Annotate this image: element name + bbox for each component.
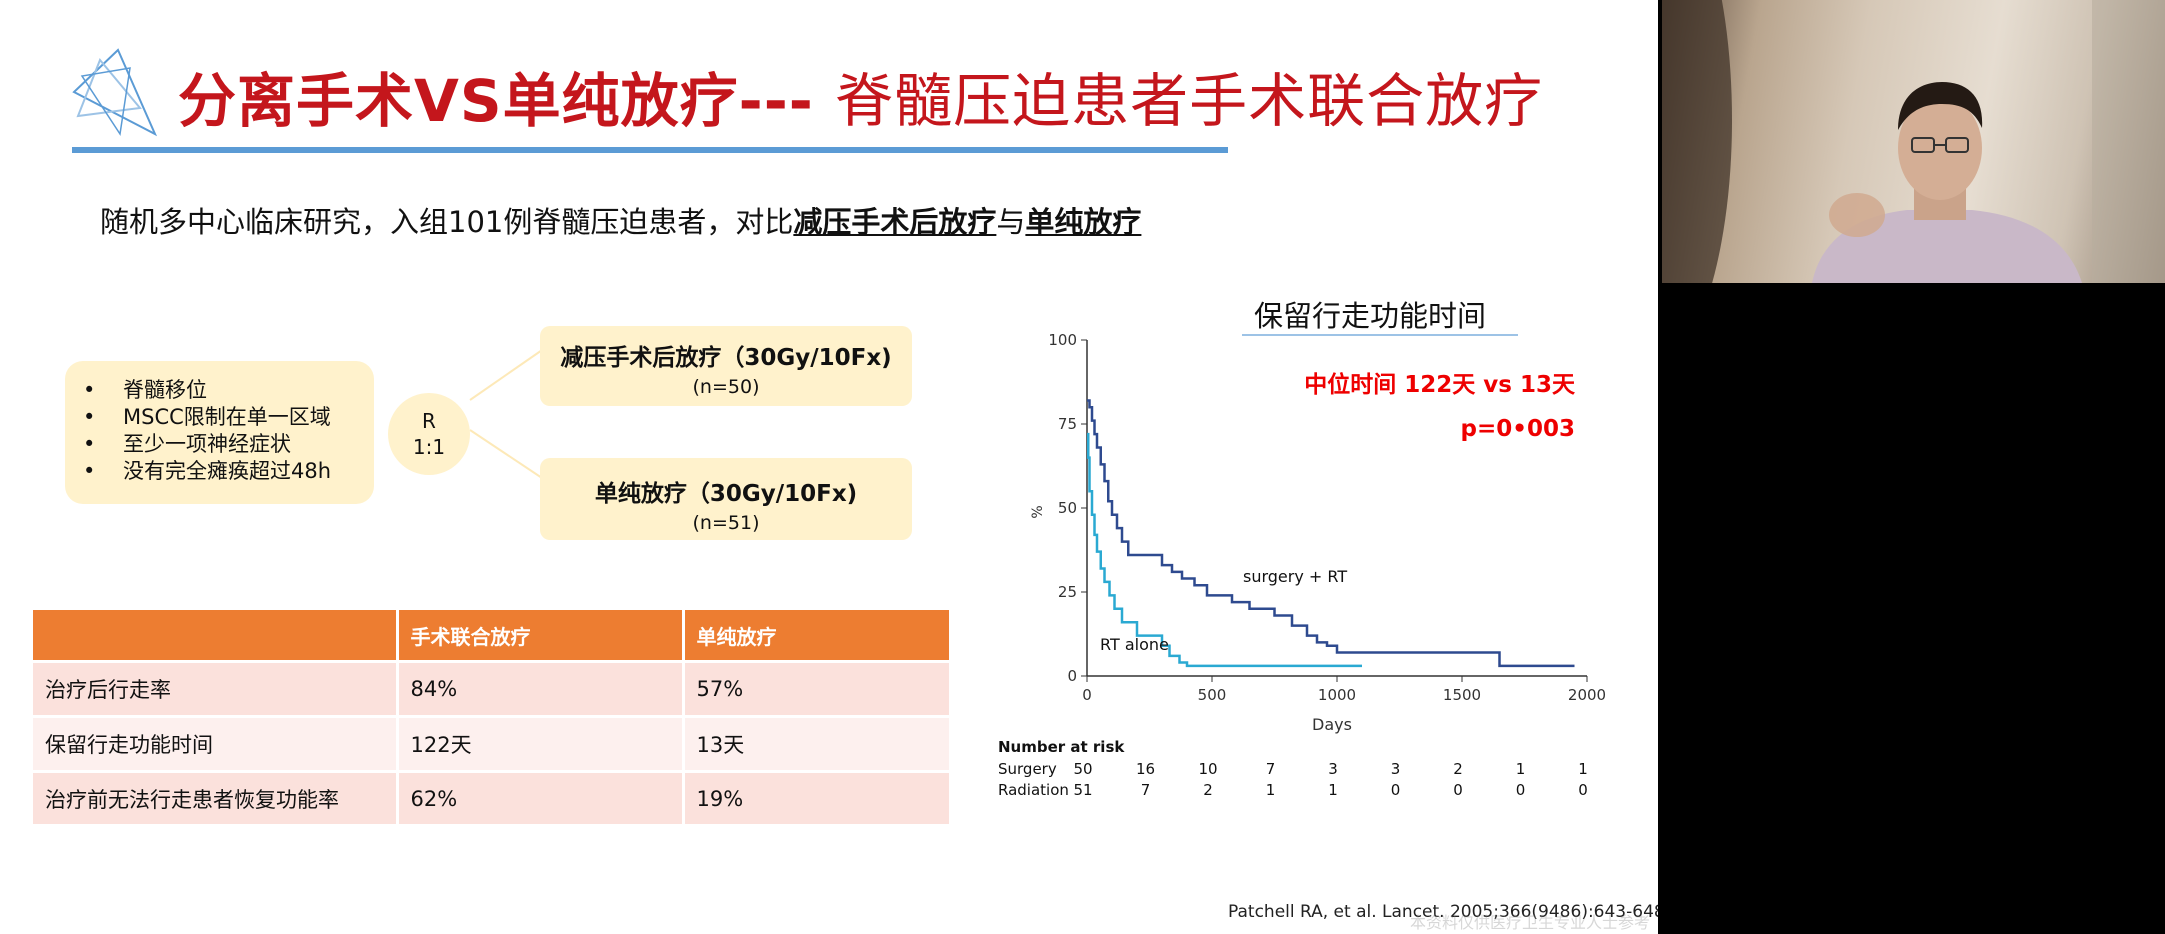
arm-name: 减压手术后放疗（30Gy/10Fx) bbox=[560, 345, 892, 371]
randomization-circle: R 1:1 bbox=[388, 393, 470, 475]
p-value-annotation: p=0•003 bbox=[1461, 416, 1575, 442]
y-tick-label: 100 bbox=[1048, 331, 1077, 349]
y-tick-label: 0 bbox=[1067, 667, 1077, 685]
arm-name: 单纯放疗（30Gy/10Fx) bbox=[594, 481, 858, 507]
table-cell: 19% bbox=[683, 770, 952, 824]
results-table: 手术联合放疗 单纯放疗 治疗后行走率 84% 57% 保留行走功能时间 122天… bbox=[33, 610, 952, 824]
intro-arm1: 减压手术后放疗 bbox=[793, 205, 997, 239]
series-line-rt bbox=[1087, 432, 1362, 668]
chart-title: 保留行走功能时间 bbox=[1254, 299, 1486, 333]
risk-value: 3 bbox=[1391, 760, 1401, 778]
series-label-surgery: surgery + RT bbox=[1243, 567, 1347, 586]
webcam-empty-area bbox=[1662, 283, 2165, 934]
title-divider bbox=[72, 147, 1228, 153]
y-tick-label: 25 bbox=[1058, 583, 1077, 601]
x-tick-label: 1500 bbox=[1443, 686, 1481, 704]
intro-arm2: 单纯放疗 bbox=[1025, 205, 1142, 239]
table-row: 治疗前无法行走患者恢复功能率 62% 19% bbox=[33, 770, 952, 824]
table-header bbox=[33, 610, 399, 662]
x-tick-label: 2000 bbox=[1568, 686, 1606, 704]
table-header-row: 手术联合放疗 单纯放疗 bbox=[33, 610, 952, 662]
x-tick-label: 0 bbox=[1082, 686, 1092, 704]
table-row: 治疗后行走率 84% 57% bbox=[33, 660, 952, 717]
presenter-figure bbox=[1662, 0, 2165, 283]
risk-value: 16 bbox=[1136, 760, 1155, 778]
table-row: 保留行走功能时间 122天 13天 bbox=[33, 715, 952, 772]
y-tick-label: 50 bbox=[1058, 499, 1077, 517]
x-tick-label: 1000 bbox=[1318, 686, 1356, 704]
risk-value: 0 bbox=[1578, 781, 1588, 799]
kaplan-meier-chart: 保留行走功能时间 中位时间 122天 vs 13天 p=0•003 0 25 50 7… bbox=[998, 299, 1606, 799]
risk-value: 7 bbox=[1266, 760, 1276, 778]
watermark: 本资料仅供医疗卫生专业人士参考 bbox=[1410, 913, 1651, 932]
series-line-surgery bbox=[1087, 399, 1575, 668]
arm-count: (n=50) bbox=[692, 376, 760, 398]
risk-value: 3 bbox=[1328, 760, 1338, 778]
risk-value: 1 bbox=[1328, 781, 1338, 799]
intro-text: 随机多中心临床研究，入组101例脊髓压迫患者，对比减压手术后放疗与单纯放疗 bbox=[100, 205, 1142, 239]
risk-value: 7 bbox=[1141, 781, 1151, 799]
risk-table-title: Number at risk bbox=[998, 738, 1125, 756]
x-tick-label: 500 bbox=[1198, 686, 1227, 704]
webcam-video bbox=[1662, 0, 2165, 283]
citation: Patchell RA, et al. Lancet. 2005;366(948… bbox=[1228, 902, 1658, 922]
risk-value: 1 bbox=[1578, 760, 1588, 778]
arm-surgery-rt: 减压手术后放疗（30Gy/10Fx) (n=50) bbox=[540, 326, 912, 406]
table-cell: 治疗后行走率 bbox=[33, 660, 399, 717]
series-label-rt: RT alone bbox=[1100, 635, 1169, 654]
criteria-item: 没有完全瘫痪超过48h bbox=[83, 458, 374, 485]
risk-value: 2 bbox=[1203, 781, 1213, 799]
criteria-item: 至少一项神经症状 bbox=[83, 431, 374, 458]
table-cell: 84% bbox=[397, 660, 685, 717]
risk-value: 1 bbox=[1516, 760, 1526, 778]
triangle-logo-icon bbox=[72, 48, 158, 137]
risk-value: 10 bbox=[1198, 760, 1217, 778]
risk-value: 2 bbox=[1453, 760, 1463, 778]
criteria-item: 脊髓移位 bbox=[83, 377, 374, 404]
y-axis-label: % bbox=[1030, 505, 1046, 518]
arm-count: (n=51) bbox=[692, 512, 760, 534]
randomization-arrows bbox=[469, 347, 546, 481]
criteria-item: MSCC限制在单一区域 bbox=[83, 404, 374, 431]
risk-row-label: Surgery bbox=[998, 760, 1057, 778]
risk-value: 0 bbox=[1391, 781, 1401, 799]
risk-value: 50 bbox=[1073, 760, 1092, 778]
inclusion-criteria-box: 脊髓移位 MSCC限制在单一区域 至少一项神经症状 没有完全瘫痪超过48h bbox=[65, 361, 374, 504]
x-axis-label: Days bbox=[1312, 715, 1352, 734]
table-cell: 治疗前无法行走患者恢复功能率 bbox=[33, 770, 399, 824]
risk-value: 0 bbox=[1453, 781, 1463, 799]
table-cell: 122天 bbox=[397, 715, 685, 772]
risk-value: 0 bbox=[1516, 781, 1526, 799]
table-header: 单纯放疗 bbox=[683, 610, 952, 662]
table-cell: 保留行走功能时间 bbox=[33, 715, 399, 772]
table-cell: 62% bbox=[397, 770, 685, 824]
arm-rt-alone: 单纯放疗（30Gy/10Fx) (n=51) bbox=[540, 458, 912, 540]
risk-row-label: Radiation bbox=[998, 781, 1069, 799]
table-cell: 57% bbox=[683, 660, 952, 717]
slide: 分离手术VS单纯放疗--- 脊髓压迫患者手术联合放疗 随机多中心临床研究，入组1… bbox=[0, 0, 1658, 934]
median-annotation: 中位时间 122天 vs 13天 bbox=[1304, 371, 1576, 398]
table-cell: 13天 bbox=[683, 715, 952, 772]
risk-value: 1 bbox=[1266, 781, 1276, 799]
table-header: 手术联合放疗 bbox=[397, 610, 685, 662]
page-title: 分离手术VS单纯放疗--- 脊髓压迫患者手术联合放疗 bbox=[178, 67, 1544, 135]
y-tick-label: 75 bbox=[1058, 415, 1077, 433]
risk-value: 51 bbox=[1073, 781, 1092, 799]
